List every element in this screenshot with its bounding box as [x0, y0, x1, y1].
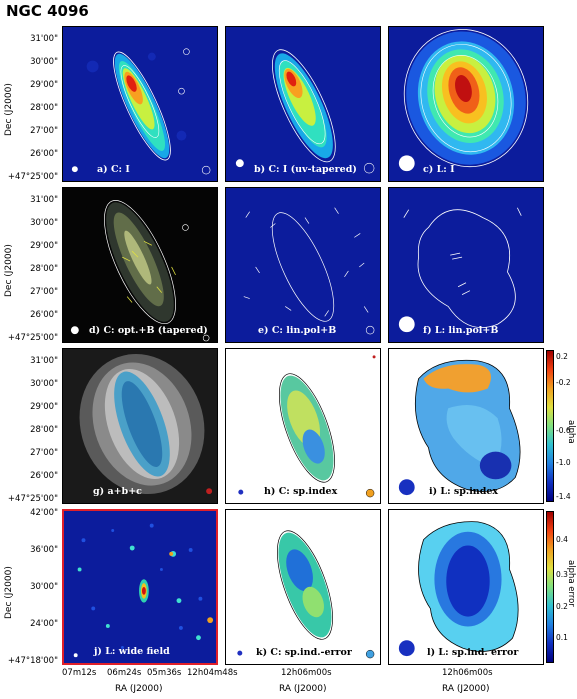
- xlabel-col3: RA (J2000): [442, 684, 490, 694]
- panel-k: k) C: sp.ind.-error: [225, 509, 381, 665]
- panel-d-image: [63, 188, 217, 342]
- panel-j-label: j) L: wide field: [94, 646, 170, 657]
- panel-g-label: g) a+b+c: [93, 486, 142, 497]
- dec-tick-row3-0: 31'00": [30, 356, 58, 366]
- panel-f-label: f) L: lin.pol+B: [423, 325, 499, 336]
- dec-tick-row3-2: 29'00": [30, 402, 58, 412]
- panel-d-label: d) C: opt.+B (tapered): [89, 325, 208, 336]
- dec-tick-row1-1: 30'00": [30, 57, 58, 67]
- panel-f: f) L: lin.pol+B: [388, 187, 544, 343]
- dec-tick-row3-5: 26'00": [30, 471, 58, 481]
- dec-tick-row1-0: 31'00": [30, 34, 58, 44]
- panel-i-image: [389, 349, 543, 503]
- dec-tick-row3-1: 30'00": [30, 379, 58, 389]
- dec-tick-row4-2: 30'00": [30, 582, 58, 592]
- panel-g: g) a+b+c: [62, 348, 218, 504]
- dec-tick-row4-1: 36'00": [30, 545, 58, 555]
- panel-h: h) C: sp.index: [225, 348, 381, 504]
- dec-tick-row2-1: 30'00": [30, 218, 58, 228]
- dec-tick-row1-3: 28'00": [30, 103, 58, 113]
- panel-i-label: i) L: sp.index: [429, 486, 499, 497]
- dec-tick-row4-4: +47°18'00": [7, 656, 58, 666]
- colorbar-alpha-error-tick-1: 0.3: [556, 570, 568, 579]
- panel-l-label: l) L: sp.ind. error: [427, 647, 519, 658]
- dec-tick-row3-6: +47°25'00": [7, 494, 58, 504]
- panel-e-label: e) C: lin.pol+B: [258, 325, 337, 336]
- panel-j: j) L: wide field: [62, 509, 218, 665]
- colorbar-alpha-error-tick-0: 0.4: [556, 535, 568, 544]
- dec-tick-row4-3: 24'00": [30, 619, 58, 629]
- colorbar-alpha-tick-2: -0.6: [556, 426, 571, 435]
- dec-tick-row2-6: +47°25'00": [7, 333, 58, 343]
- ra-tick-left-3: 12h04m48s: [187, 668, 238, 678]
- colorbar-alpha-tick-0: 0.2: [556, 352, 568, 361]
- ra-tick-mid: 12h06m00s: [281, 668, 332, 678]
- ra-tick-left-2: 05m36s: [147, 668, 182, 678]
- colorbar-alpha-tick-4: -1.4: [556, 492, 571, 501]
- colorbar-alpha-tick-3: -1.0: [556, 458, 571, 467]
- dec-tick-row1-2: 29'00": [30, 80, 58, 90]
- dec-tick-row2-2: 29'00": [30, 241, 58, 251]
- panel-a-label: a) C: I: [97, 164, 130, 175]
- panel-c-label: c) L: I: [423, 164, 455, 175]
- ylabel-row4: Dec (J2000): [4, 566, 14, 619]
- panel-b-label: b) C: I (uv-tapered): [254, 164, 357, 175]
- panel-a: a) C: I: [62, 26, 218, 182]
- dec-tick-row2-4: 27'00": [30, 287, 58, 297]
- panel-k-label: k) C: sp.ind.-error: [256, 647, 352, 658]
- xlabel-col1: RA (J2000): [115, 684, 163, 694]
- panel-c: c) L: I: [388, 26, 544, 182]
- ra-tick-right: 12h06m00s: [442, 668, 493, 678]
- colorbar-alpha-label: alpha: [566, 420, 576, 444]
- colorbar-alpha-error: [546, 511, 554, 663]
- colorbar-alpha-error-tick-3: 0.1: [556, 633, 568, 642]
- panel-f-image: [389, 188, 543, 342]
- panel-b: b) C: I (uv-tapered): [225, 26, 381, 182]
- ra-tick-left-0: 07m12s: [62, 668, 97, 678]
- colorbar-alpha: [546, 350, 554, 502]
- figure-title: NGC 4096: [6, 2, 89, 20]
- panel-j-image: [64, 511, 216, 663]
- dec-tick-row1-6: +47°25'00": [7, 172, 58, 182]
- panel-e-image: [226, 188, 380, 342]
- panel-l: l) L: sp.ind. error: [388, 509, 544, 665]
- panel-h-image: [226, 349, 380, 503]
- dec-tick-row4-0: 42'00": [30, 508, 58, 518]
- panel-a-image: [63, 27, 217, 181]
- dec-tick-row1-5: 26'00": [30, 149, 58, 159]
- panel-g-image: [63, 349, 217, 503]
- xlabel-col2: RA (J2000): [279, 684, 327, 694]
- dec-tick-row1-4: 27'00": [30, 126, 58, 136]
- panel-k-image: [226, 510, 380, 664]
- panel-i: i) L: sp.index: [388, 348, 544, 504]
- colorbar-alpha-error-tick-2: 0.2: [556, 602, 568, 611]
- colorbar-alpha-error-label: alpha error: [566, 560, 576, 607]
- dec-tick-row2-3: 28'00": [30, 264, 58, 274]
- panel-b-image: [226, 27, 380, 181]
- dec-tick-row2-0: 31'00": [30, 195, 58, 205]
- ra-tick-left-1: 06m24s: [107, 668, 142, 678]
- panel-h-label: h) C: sp.index: [264, 486, 338, 497]
- dec-tick-row3-4: 27'00": [30, 448, 58, 458]
- panel-e: e) C: lin.pol+B: [225, 187, 381, 343]
- colorbar-alpha-tick-1: -0.2: [556, 378, 571, 387]
- panel-d: d) C: opt.+B (tapered): [62, 187, 218, 343]
- panel-l-image: [389, 510, 543, 664]
- dec-tick-row2-5: 26'00": [30, 310, 58, 320]
- dec-tick-row3-3: 28'00": [30, 425, 58, 435]
- panel-c-image: [389, 27, 543, 181]
